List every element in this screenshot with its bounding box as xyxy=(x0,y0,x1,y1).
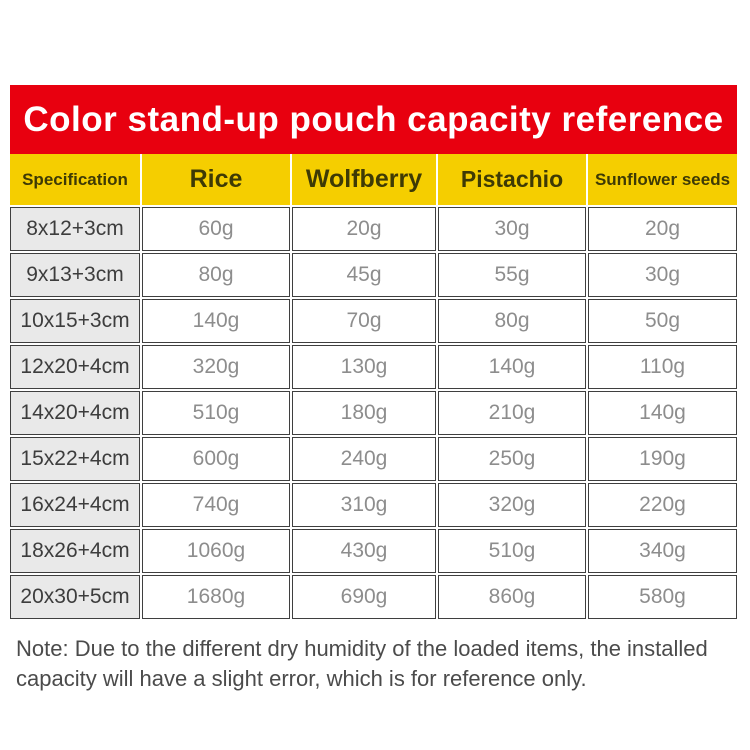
capacity-cell: 130g xyxy=(292,345,436,389)
capacity-cell: 180g xyxy=(292,391,436,435)
capacity-cell: 1060g xyxy=(142,529,290,573)
spec-cell: 18x26+4cm xyxy=(10,529,140,573)
note-text: Note: Due to the different dry humidity … xyxy=(16,636,708,692)
capacity-cell: 80g xyxy=(438,299,586,343)
capacity-cell: 740g xyxy=(142,483,290,527)
capacity-cell: 80g xyxy=(142,253,290,297)
capacity-cell: 510g xyxy=(142,391,290,435)
capacity-cell: 580g xyxy=(588,575,737,619)
spec-cell: 20x30+5cm xyxy=(10,575,140,619)
column-header-rice: Rice xyxy=(142,154,290,205)
capacity-cell: 50g xyxy=(588,299,737,343)
spec-cell: 16x24+4cm xyxy=(10,483,140,527)
column-header-specification: Specification xyxy=(10,154,140,205)
column-header-wolfberry: Wolfberry xyxy=(292,154,436,205)
spec-cell: 8x12+3cm xyxy=(10,207,140,251)
capacity-cell: 30g xyxy=(588,253,737,297)
column-header-pistachio: Pistachio xyxy=(438,154,586,205)
capacity-cell: 240g xyxy=(292,437,436,481)
capacity-cell: 45g xyxy=(292,253,436,297)
spec-cell: 12x20+4cm xyxy=(10,345,140,389)
capacity-cell: 55g xyxy=(438,253,586,297)
capacity-table: Specification Rice Wolfberry Pistachio S… xyxy=(10,154,737,619)
capacity-cell: 510g xyxy=(438,529,586,573)
capacity-cell: 30g xyxy=(438,207,586,251)
capacity-cell: 60g xyxy=(142,207,290,251)
page-title: Color stand-up pouch capacity reference xyxy=(23,99,724,139)
spec-cell: 10x15+3cm xyxy=(10,299,140,343)
capacity-cell: 70g xyxy=(292,299,436,343)
capacity-cell: 320g xyxy=(142,345,290,389)
capacity-cell: 190g xyxy=(588,437,737,481)
capacity-cell: 20g xyxy=(588,207,737,251)
capacity-cell: 20g xyxy=(292,207,436,251)
capacity-cell: 600g xyxy=(142,437,290,481)
capacity-cell: 320g xyxy=(438,483,586,527)
capacity-cell: 220g xyxy=(588,483,737,527)
capacity-cell: 110g xyxy=(588,345,737,389)
capacity-cell: 250g xyxy=(438,437,586,481)
capacity-cell: 140g xyxy=(142,299,290,343)
title-banner: Color stand-up pouch capacity reference xyxy=(10,85,737,154)
spec-cell: 9x13+3cm xyxy=(10,253,140,297)
capacity-cell: 340g xyxy=(588,529,737,573)
capacity-cell: 860g xyxy=(438,575,586,619)
capacity-cell: 140g xyxy=(588,391,737,435)
capacity-cell: 430g xyxy=(292,529,436,573)
capacity-cell: 690g xyxy=(292,575,436,619)
capacity-cell: 310g xyxy=(292,483,436,527)
capacity-cell: 1680g xyxy=(142,575,290,619)
capacity-cell: 210g xyxy=(438,391,586,435)
spec-cell: 14x20+4cm xyxy=(10,391,140,435)
capacity-cell: 140g xyxy=(438,345,586,389)
spec-cell: 15x22+4cm xyxy=(10,437,140,481)
column-header-sunflower-seeds: Sunflower seeds xyxy=(588,154,737,205)
